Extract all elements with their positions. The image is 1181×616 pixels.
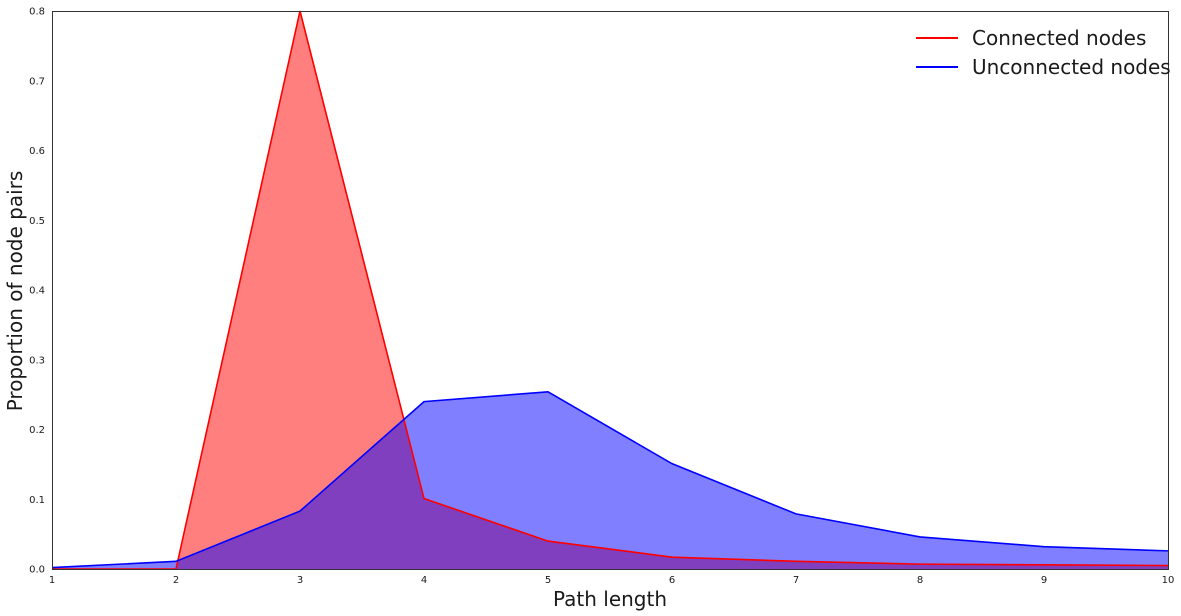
- series-lines: [51, 10, 1169, 570]
- x-tick-label: 4: [421, 575, 427, 586]
- y-tick-label: 0.3: [29, 355, 45, 366]
- y-axis-ticks: 0.0 0.1 0.2 0.3 0.4 0.5 0.6 0.7 0.8: [29, 7, 45, 576]
- x-tick-label: 8: [917, 575, 923, 586]
- legend-label-connected-nodes: Connected nodes: [972, 26, 1146, 50]
- y-tick-label: 0.8: [29, 7, 45, 18]
- legend: Connected nodes Unconnected nodes: [916, 26, 1171, 79]
- x-tick-label: 6: [669, 575, 675, 586]
- y-tick-label: 0.2: [29, 425, 45, 436]
- y-tick-label: 0.5: [29, 216, 45, 227]
- x-tick-label: 1: [49, 575, 55, 586]
- x-tick-label: 3: [297, 575, 303, 586]
- series-line-connected-nodes: [52, 10, 1169, 570]
- x-tick-label: 5: [545, 575, 551, 586]
- x-tick-label: 2: [173, 575, 179, 586]
- x-axis-ticks: 1 2 3 4 5 6 7 8 9 10: [49, 575, 1175, 586]
- area-fill-connected-nodes: [52, 11, 1168, 569]
- x-tick-label: 9: [1041, 575, 1047, 586]
- y-tick-label: 0.7: [29, 76, 45, 87]
- plot-frame: [52, 11, 1169, 570]
- legend-label-unconnected-nodes: Unconnected nodes: [972, 55, 1171, 79]
- x-axis-label: Path length: [553, 587, 667, 611]
- x-tick-label: 10: [1162, 575, 1175, 586]
- series-line-unconnected-nodes: [51, 391, 1169, 569]
- x-tick-label: 7: [793, 575, 799, 586]
- y-tick-label: 0.0: [29, 565, 45, 576]
- y-tick-label: 0.1: [29, 495, 45, 506]
- area-fill-unconnected-nodes: [52, 391, 1168, 569]
- y-axis-label: Proportion of node pairs: [3, 171, 27, 412]
- area-fills: [52, 11, 1168, 569]
- y-tick-label: 0.4: [29, 286, 45, 297]
- y-tick-label: 0.6: [29, 146, 45, 157]
